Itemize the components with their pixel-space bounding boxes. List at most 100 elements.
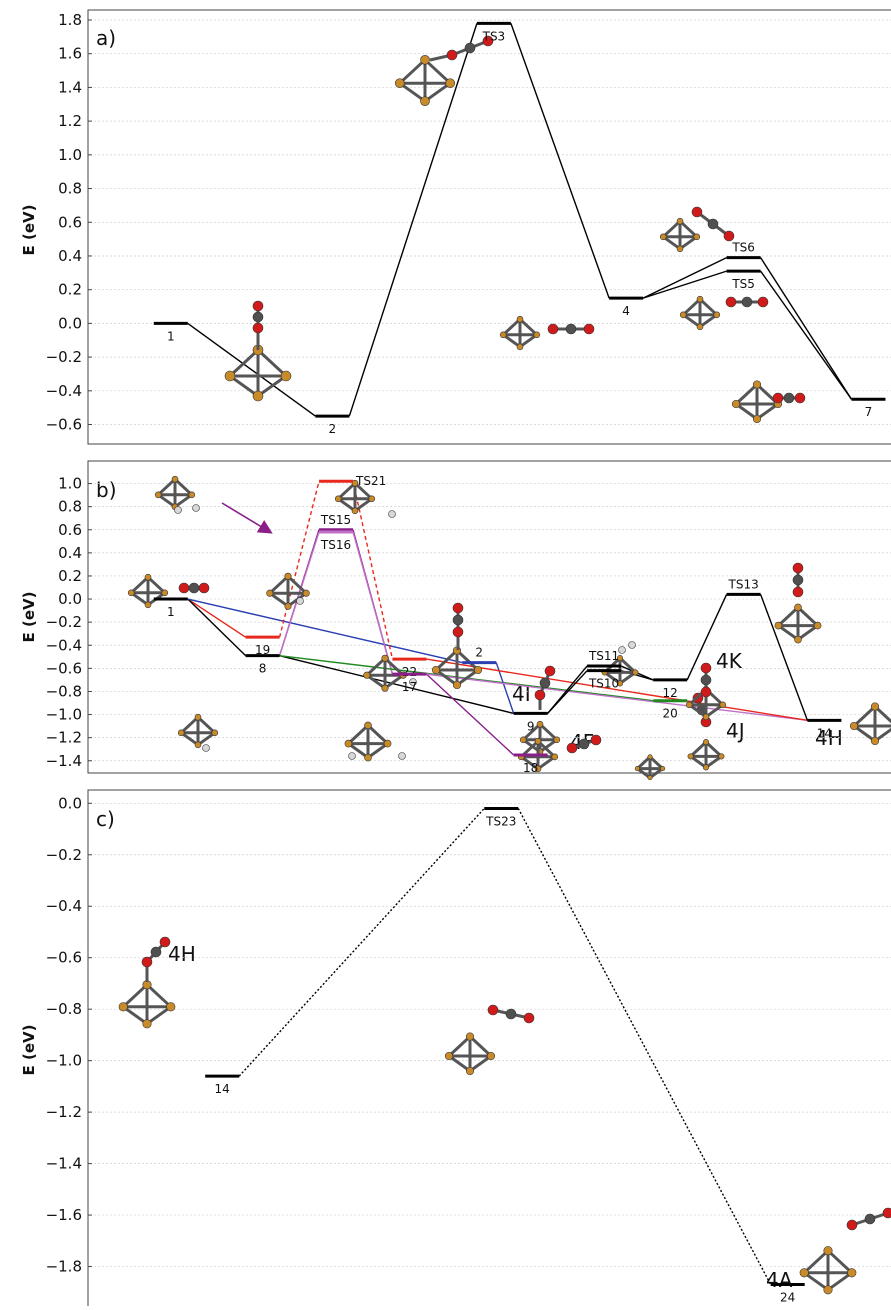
cu-atom: [171, 475, 179, 483]
cu-atom: [702, 713, 710, 721]
y-tick-label: −1.8: [46, 1258, 82, 1276]
cu-atom: [516, 343, 524, 351]
cu-atom: [364, 753, 372, 762]
y-tick-label: −1.0: [46, 706, 82, 724]
cu-atom: [660, 766, 666, 772]
c-atom: [864, 1213, 876, 1225]
cu-atom: [334, 495, 342, 503]
state-layer: 12TS34TS6TS571198TS21TS15TS1622172918TS1…: [153, 21, 886, 1305]
cu-atom: [632, 669, 639, 676]
connection-4-TS5: [642, 270, 727, 299]
bond: [734, 383, 759, 406]
bond: [197, 731, 216, 747]
h-atom: [628, 641, 636, 649]
cu-atom: [847, 1268, 857, 1278]
cu-atom: [679, 311, 687, 319]
h-atom: [409, 678, 417, 686]
bond: [347, 742, 369, 759]
state-label-2: 2: [329, 422, 337, 436]
cu-atom: [161, 589, 169, 597]
c-atom: [464, 42, 476, 54]
state-label-TS11: TS11: [588, 649, 619, 663]
bond: [756, 402, 779, 421]
bond: [180, 731, 199, 747]
state-label-20: 20: [663, 707, 678, 721]
connection-17-14: [426, 673, 808, 722]
h-atom: [202, 744, 210, 752]
o-atom: [772, 392, 784, 404]
o-atom: [534, 689, 546, 701]
bond: [398, 81, 426, 103]
bond: [229, 374, 259, 398]
connection-9-TS10: [547, 670, 588, 714]
connection-14-TS23: [238, 807, 485, 1077]
o-atom: [583, 323, 595, 335]
connection-1-2: [187, 598, 463, 664]
panel-c-frame: c): [87, 789, 891, 1310]
cu-atom: [364, 721, 372, 730]
bond: [174, 493, 193, 509]
bond: [803, 1249, 830, 1274]
cu-atom: [452, 680, 462, 690]
annotation-arrow: [221, 502, 273, 534]
cu-atom: [696, 295, 704, 303]
bond: [538, 723, 558, 741]
state-label-TS13: TS13: [728, 577, 759, 591]
bond: [705, 755, 723, 769]
bond: [536, 740, 556, 758]
state-label-TS15: TS15: [320, 513, 351, 527]
c-atom: [188, 582, 200, 594]
cu-atom: [127, 589, 135, 597]
cu-atom: [551, 753, 559, 761]
cu-atom: [118, 1002, 128, 1012]
y-tick-label: −1.0: [46, 1052, 82, 1070]
o-atom: [700, 662, 712, 674]
bond: [827, 1271, 853, 1292]
bond: [678, 220, 698, 238]
c-atom: [150, 946, 162, 958]
structure-label-4K: 4K: [716, 649, 743, 673]
grid-layer: [90, 19, 891, 1267]
bond: [705, 703, 724, 719]
state-label-1: 1: [167, 329, 175, 343]
y-tick-label: 0.0: [58, 314, 82, 332]
cu-atom: [154, 491, 162, 499]
cu-atom: [536, 720, 544, 728]
o-atom: [178, 582, 190, 594]
state-label-12: 12: [663, 686, 678, 700]
y-tick-label: −0.4: [46, 897, 82, 915]
bond: [157, 478, 177, 496]
bond: [519, 333, 538, 349]
connection-TS13-14: [759, 594, 809, 721]
bond: [682, 298, 702, 316]
bond: [689, 741, 708, 758]
cu-atom: [284, 602, 292, 610]
h-atom: [192, 504, 200, 512]
bond: [353, 482, 373, 500]
c-atom: [565, 323, 577, 335]
state-label-TS3: TS3: [482, 29, 506, 43]
cu-atom: [211, 729, 219, 737]
connection-19-TS21: [278, 481, 320, 638]
cu-atom: [774, 621, 783, 630]
panel-b-label: b): [96, 478, 117, 502]
bond: [173, 478, 193, 496]
h-atom: [618, 646, 626, 654]
bond: [679, 235, 698, 251]
y-tick-label: 1.8: [58, 11, 82, 29]
cu-atom: [534, 737, 542, 745]
o-atom: [544, 665, 556, 677]
panel-b-frame: b): [87, 460, 891, 774]
y-tick-label: −0.2: [46, 348, 82, 366]
c-atom: [707, 218, 719, 230]
cu-atom: [363, 671, 371, 679]
y-tick-label: −0.2: [46, 613, 82, 631]
o-atom: [757, 296, 769, 308]
cu-atom: [284, 572, 292, 580]
cu-atom: [849, 721, 859, 731]
bond: [852, 705, 877, 728]
cu-atom: [465, 1032, 475, 1041]
bond: [468, 1035, 493, 1058]
c-atom: [783, 392, 795, 404]
